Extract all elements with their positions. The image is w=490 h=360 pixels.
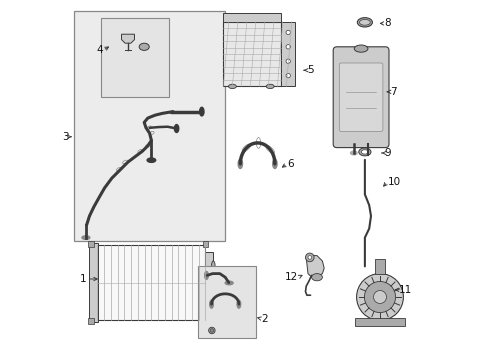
Ellipse shape	[210, 300, 213, 308]
Polygon shape	[122, 34, 134, 43]
Circle shape	[286, 59, 291, 63]
Ellipse shape	[147, 158, 156, 162]
Text: 1: 1	[80, 274, 87, 284]
Bar	[88, 318, 94, 324]
Text: 10: 10	[388, 177, 401, 187]
Bar	[88, 241, 94, 247]
Ellipse shape	[82, 236, 90, 239]
Ellipse shape	[212, 289, 215, 299]
Text: 9: 9	[385, 148, 392, 158]
Text: 4: 4	[96, 45, 103, 55]
FancyBboxPatch shape	[339, 63, 383, 131]
Ellipse shape	[354, 45, 368, 52]
Text: 5: 5	[307, 65, 314, 75]
Ellipse shape	[361, 150, 368, 154]
Bar	[223, 22, 281, 86]
Text: 3: 3	[62, 132, 69, 142]
Bar	[101, 18, 170, 97]
Circle shape	[286, 73, 291, 78]
Text: 6: 6	[288, 159, 294, 169]
Ellipse shape	[237, 300, 241, 308]
Text: 2: 2	[261, 314, 268, 324]
Text: 11: 11	[399, 285, 412, 295]
Text: 8: 8	[385, 18, 392, 28]
Circle shape	[286, 30, 291, 35]
Bar	[198, 266, 256, 338]
Bar	[202, 318, 208, 324]
FancyBboxPatch shape	[333, 47, 389, 148]
Ellipse shape	[357, 18, 372, 27]
Bar	[355, 318, 405, 326]
Bar	[202, 241, 208, 247]
Ellipse shape	[359, 148, 371, 156]
Ellipse shape	[205, 271, 208, 279]
Ellipse shape	[238, 159, 243, 168]
Circle shape	[357, 274, 403, 320]
Ellipse shape	[266, 84, 274, 89]
Ellipse shape	[273, 159, 277, 168]
Bar	[205, 252, 213, 313]
Ellipse shape	[228, 84, 236, 89]
Ellipse shape	[199, 107, 204, 116]
Bar	[374, 259, 386, 274]
Bar	[223, 13, 281, 22]
Circle shape	[305, 253, 314, 262]
Circle shape	[209, 327, 215, 334]
Circle shape	[373, 291, 387, 303]
Bar	[90, 243, 98, 322]
Bar	[74, 11, 225, 241]
Text: 7: 7	[391, 87, 397, 97]
Ellipse shape	[225, 281, 233, 285]
Ellipse shape	[139, 43, 149, 50]
Circle shape	[286, 45, 291, 49]
Text: 12: 12	[285, 272, 298, 282]
Circle shape	[210, 329, 214, 332]
Ellipse shape	[312, 274, 322, 281]
Ellipse shape	[360, 19, 370, 25]
Bar	[98, 245, 205, 320]
Circle shape	[365, 282, 395, 312]
Ellipse shape	[174, 125, 179, 132]
Polygon shape	[306, 256, 324, 277]
Bar	[281, 22, 295, 86]
Ellipse shape	[212, 261, 215, 271]
Circle shape	[308, 256, 312, 259]
Ellipse shape	[350, 151, 357, 155]
